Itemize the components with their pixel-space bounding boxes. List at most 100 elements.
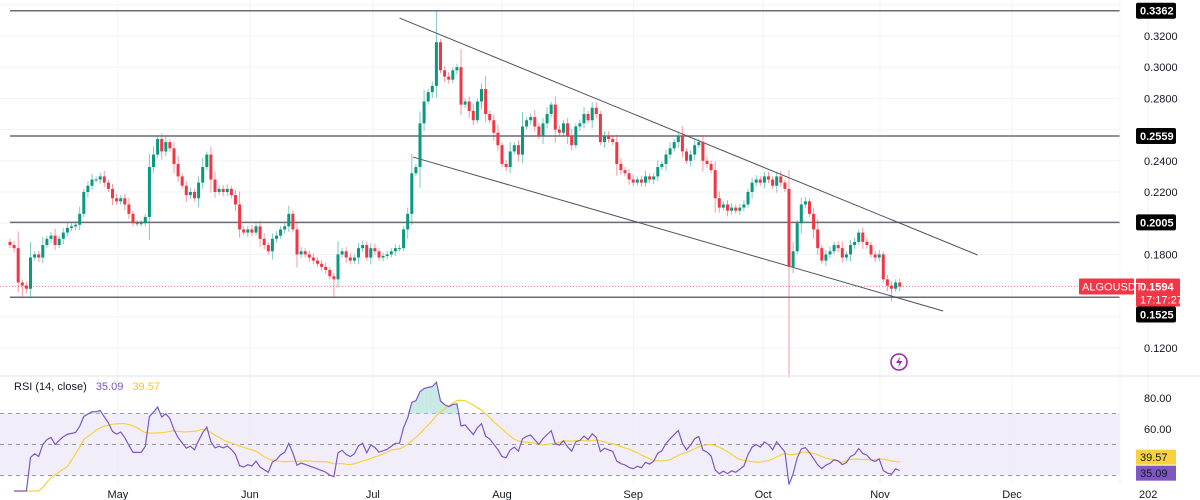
candle-body xyxy=(849,245,852,255)
candle-body xyxy=(74,224,78,227)
candle-body xyxy=(824,254,828,261)
candle-body xyxy=(307,254,311,258)
candle-body xyxy=(705,160,709,164)
candle-body xyxy=(37,254,41,258)
candle-body xyxy=(439,42,442,71)
candle-body xyxy=(352,257,356,261)
candle-body xyxy=(492,120,496,133)
price-axis[interactable]: 0.3200 0.3000 0.2800 0.2400 0.2200 0.1800 0.12… xyxy=(1079,2,1183,481)
candle-body xyxy=(98,176,102,180)
candle-body xyxy=(721,204,725,208)
candle-body xyxy=(193,192,196,199)
candle-body xyxy=(229,188,233,196)
candle-body xyxy=(24,285,28,289)
candle-body xyxy=(701,142,705,161)
candle-body xyxy=(8,241,12,246)
last-price-bg xyxy=(1136,278,1180,307)
candle-body xyxy=(648,176,652,180)
candle-body xyxy=(369,248,373,258)
candle-body xyxy=(832,245,836,252)
candle-body xyxy=(869,245,873,255)
candle-body xyxy=(205,154,209,168)
candle-body xyxy=(828,251,832,255)
candle-body xyxy=(184,185,188,196)
candle-body xyxy=(320,263,324,267)
candle-body xyxy=(709,163,713,171)
flash-icon[interactable] xyxy=(890,353,908,371)
candle-body xyxy=(615,142,619,164)
candle-body xyxy=(685,151,688,161)
candle-body xyxy=(660,163,664,168)
candle-body xyxy=(746,192,750,205)
candle-body xyxy=(283,226,287,230)
candle-body xyxy=(139,223,143,225)
candle-body xyxy=(689,154,693,161)
candle-body xyxy=(90,179,94,186)
candle-body xyxy=(713,170,717,199)
candle-body xyxy=(603,135,606,143)
candle-body xyxy=(262,238,266,246)
candle-body xyxy=(557,129,561,133)
time-axis[interactable]: May Jun Jul Aug Sep Oct Nov Dec 202 xyxy=(107,489,1157,500)
candle-body xyxy=(623,170,627,174)
trendlines[interactable] xyxy=(399,17,978,312)
candle-body xyxy=(799,204,803,224)
candle-body xyxy=(553,104,557,130)
candle-body xyxy=(430,85,434,93)
candle-body xyxy=(586,114,590,121)
candle-body xyxy=(443,70,447,77)
candle-body xyxy=(742,204,746,208)
price-tick: 0.1200 xyxy=(1144,343,1178,355)
candle-body xyxy=(160,138,164,152)
candle-body xyxy=(287,213,291,227)
rsi-legend[interactable]: RSI (14, close) 35.09 39.57 xyxy=(14,381,166,393)
candle-body xyxy=(45,238,49,246)
candle-body xyxy=(541,123,545,136)
candle-body xyxy=(270,238,274,252)
candle-body xyxy=(480,89,483,102)
candle-body xyxy=(127,204,131,214)
price-tick: 0.3000 xyxy=(1144,62,1178,74)
candle-body xyxy=(213,179,217,192)
candle-body xyxy=(414,167,418,174)
price-tick: 0.2400 xyxy=(1144,156,1178,168)
candle-body xyxy=(652,176,656,180)
candle-body xyxy=(582,114,586,124)
candle-body xyxy=(447,76,451,80)
candle-body xyxy=(484,89,488,114)
rsi-overbought-fill xyxy=(452,403,457,414)
rsi-overbought-fill xyxy=(448,404,453,414)
horizontal-levels[interactable] xyxy=(10,9,1120,299)
candle-body xyxy=(176,163,180,177)
candle-body xyxy=(78,213,82,225)
candle-body xyxy=(365,245,369,258)
candle-body xyxy=(111,188,114,199)
candle-body xyxy=(754,179,758,183)
candle-body xyxy=(771,179,775,186)
candle-body xyxy=(135,223,139,225)
candle-body xyxy=(57,238,61,246)
candle-body xyxy=(639,179,643,183)
candle-body xyxy=(295,229,299,255)
candle-body xyxy=(562,123,565,133)
candle-body xyxy=(234,195,237,205)
time-label: Oct xyxy=(755,489,772,500)
candle-body xyxy=(463,101,467,105)
candle-body xyxy=(115,198,119,202)
candle-body xyxy=(898,282,902,287)
candle-body xyxy=(500,145,504,164)
last-price-label: 0.1594 xyxy=(1140,282,1175,294)
candle-body xyxy=(488,114,492,121)
candle-body xyxy=(381,255,385,258)
candle-body xyxy=(820,248,824,261)
candle-body xyxy=(258,226,262,239)
rsi-line xyxy=(14,381,900,492)
candle-body xyxy=(303,251,307,255)
rsi-ma-line xyxy=(14,399,900,492)
candle-body xyxy=(566,123,570,136)
candle-body xyxy=(168,142,172,149)
candle-body xyxy=(106,182,110,189)
candle-body xyxy=(377,251,381,258)
candle-body xyxy=(537,126,541,136)
